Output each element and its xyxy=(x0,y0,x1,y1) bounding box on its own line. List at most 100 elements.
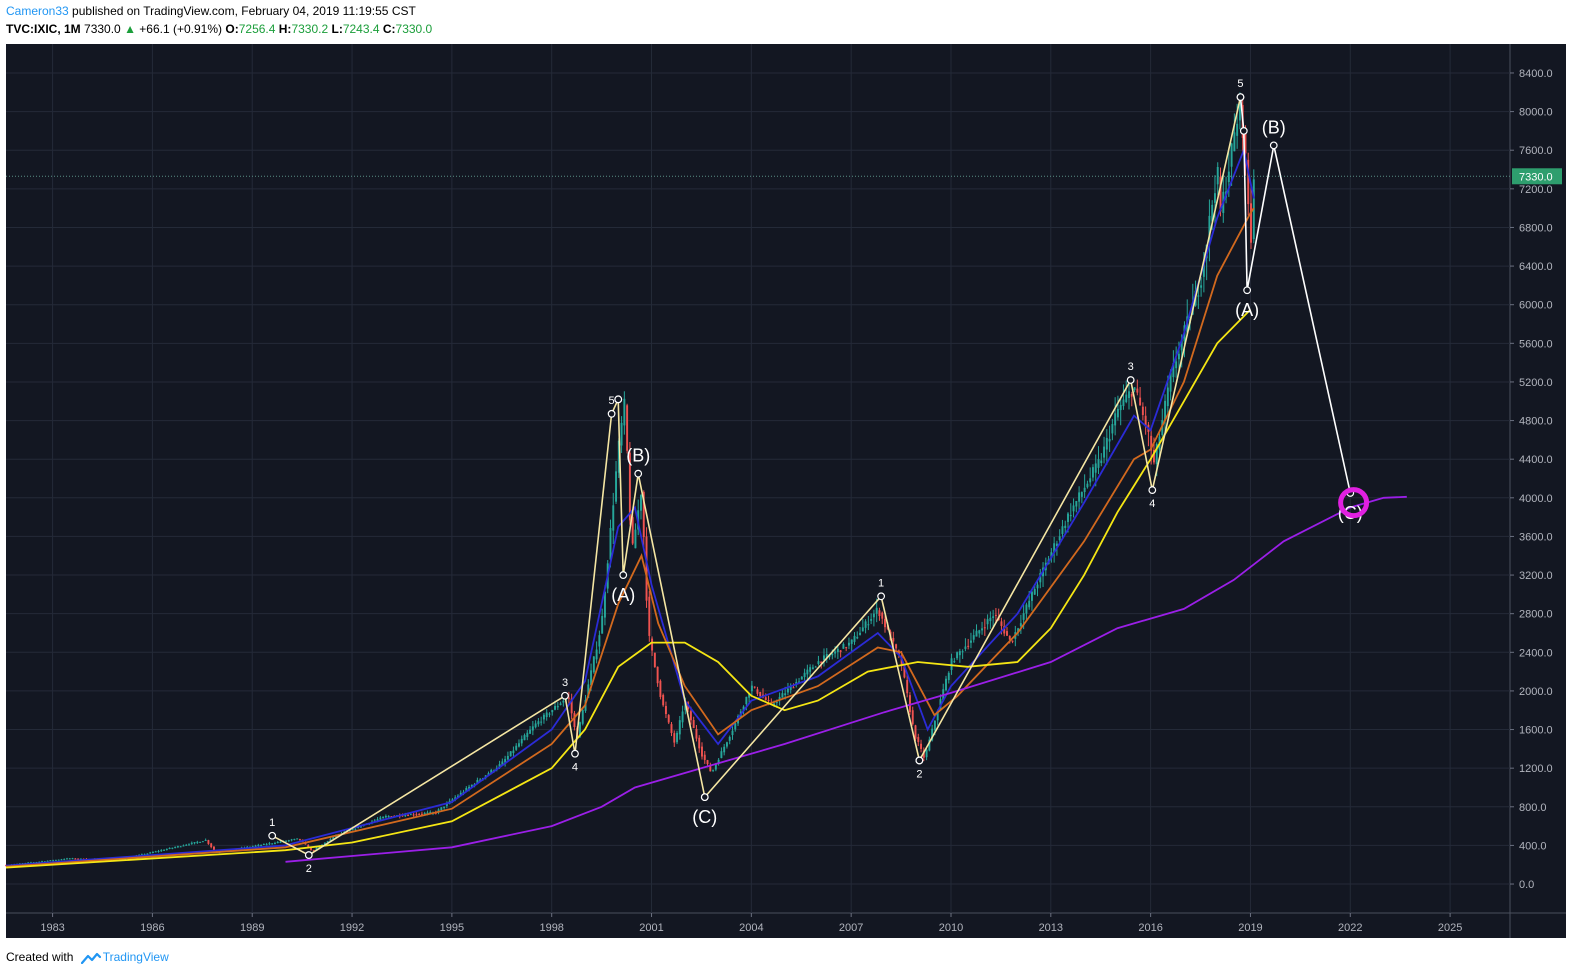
candle xyxy=(856,636,859,639)
candle xyxy=(1236,123,1239,136)
candle xyxy=(1247,159,1250,205)
candle xyxy=(57,859,60,861)
y-tick-label: 8000.0 xyxy=(1519,107,1553,119)
candle xyxy=(163,849,166,851)
x-tick-label: 2022 xyxy=(1338,922,1362,934)
candle xyxy=(38,861,41,863)
wave-node xyxy=(1269,141,1278,150)
y-tick-label: 400.0 xyxy=(1519,840,1547,852)
wave-label: 2 xyxy=(306,863,312,875)
candle xyxy=(590,670,593,686)
wave-label: 1 xyxy=(878,577,884,589)
wave-label: (B) xyxy=(626,446,650,466)
candle xyxy=(515,745,518,750)
candle xyxy=(703,754,706,760)
candle xyxy=(956,652,959,659)
candle xyxy=(878,610,881,617)
wave-node xyxy=(1236,93,1245,102)
candle xyxy=(1033,589,1036,595)
candle xyxy=(706,760,709,765)
candle xyxy=(1133,387,1136,390)
candle xyxy=(864,621,867,628)
candle xyxy=(670,724,673,733)
candle xyxy=(1197,295,1200,297)
candle xyxy=(315,847,318,851)
candle xyxy=(1230,143,1233,167)
candle xyxy=(165,848,168,850)
candle xyxy=(1177,353,1180,360)
candle xyxy=(678,720,681,735)
wave-label: 4 xyxy=(1149,498,1155,510)
candle xyxy=(168,847,171,849)
wave-node xyxy=(700,793,709,802)
candle xyxy=(1058,536,1061,541)
candle xyxy=(298,838,301,840)
candle xyxy=(884,618,886,628)
candle xyxy=(1175,361,1178,369)
candle xyxy=(870,619,873,621)
open-value: 7256.4 xyxy=(238,22,276,36)
candle xyxy=(188,844,190,846)
candle xyxy=(1216,166,1219,185)
candle xyxy=(900,656,903,666)
candle xyxy=(1164,400,1167,421)
candle xyxy=(720,751,723,759)
x-tick-label: 2001 xyxy=(639,922,663,934)
candle xyxy=(293,838,296,840)
candle xyxy=(359,826,362,828)
candle xyxy=(817,661,820,665)
candle xyxy=(775,702,778,704)
tradingview-brand[interactable]: TradingView xyxy=(102,950,169,964)
candle xyxy=(612,505,615,531)
wave-label: 5 xyxy=(1237,78,1243,90)
candle xyxy=(648,596,651,636)
candle xyxy=(373,820,376,822)
candle xyxy=(803,672,806,677)
candle xyxy=(1238,96,1241,121)
candle xyxy=(476,779,479,784)
candle xyxy=(664,706,667,715)
candle xyxy=(792,687,795,689)
candle xyxy=(379,817,382,820)
candle xyxy=(207,840,210,844)
moving-average-line xyxy=(5,308,1252,869)
up-arrow-icon: ▲ xyxy=(124,22,136,36)
candle xyxy=(1075,500,1078,507)
candle xyxy=(307,844,310,848)
candle xyxy=(723,746,726,753)
candle xyxy=(387,816,390,818)
candle xyxy=(501,761,504,765)
candle xyxy=(332,836,335,840)
wave-node xyxy=(304,851,313,859)
tradingview-logo-icon xyxy=(80,952,101,964)
published-text: published on TradingView.com, February 0… xyxy=(72,4,416,18)
candle xyxy=(642,491,645,538)
candle xyxy=(43,861,46,863)
candle xyxy=(698,737,701,749)
candle xyxy=(154,851,157,853)
author-link[interactable]: Cameron33 xyxy=(6,4,69,18)
candle xyxy=(1011,640,1014,642)
candle xyxy=(1097,459,1100,468)
candle xyxy=(437,809,440,813)
candle xyxy=(623,398,626,426)
candle xyxy=(484,775,487,778)
candle xyxy=(1028,600,1031,608)
candle xyxy=(1094,463,1097,473)
candle xyxy=(906,680,909,694)
candle xyxy=(1069,515,1072,517)
candle xyxy=(140,854,143,856)
candle xyxy=(903,664,906,678)
y-tick-label: 7200.0 xyxy=(1519,184,1553,196)
candle xyxy=(1125,394,1128,403)
candle xyxy=(171,847,174,849)
y-tick-label: 4000.0 xyxy=(1519,493,1553,505)
candle xyxy=(773,703,776,706)
candle xyxy=(348,829,351,832)
high-label: H: xyxy=(278,22,292,36)
candle xyxy=(290,839,293,841)
candle xyxy=(5,865,7,867)
candle xyxy=(376,819,379,821)
candle xyxy=(540,721,543,723)
